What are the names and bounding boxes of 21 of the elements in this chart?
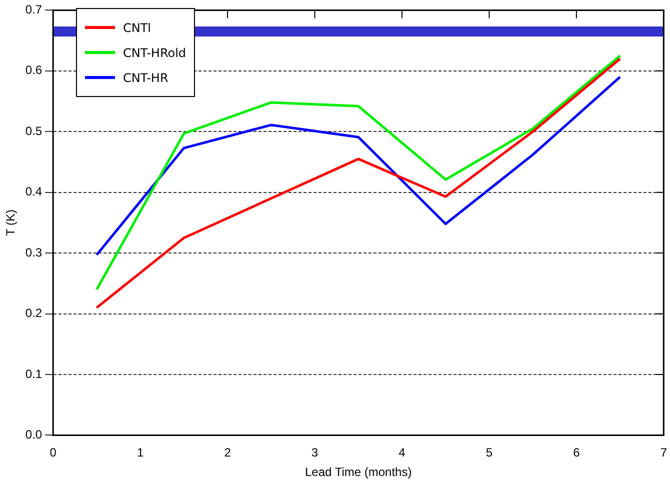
- x-tick-label: 0: [50, 446, 57, 460]
- y-tick-label: 0.4: [25, 184, 42, 199]
- x-tick-label: 2: [224, 446, 232, 460]
- x-tick-label: 6: [573, 446, 580, 460]
- y-tick-label: 0.2: [25, 306, 42, 320]
- y-tick-label: 0.3: [25, 245, 42, 260]
- y-tick-label: 0.0: [25, 428, 42, 442]
- legend-label: CNTl: [123, 20, 152, 34]
- y-tick-label: 0.1: [25, 366, 42, 381]
- legend-label: CNT-HRold: [123, 46, 186, 60]
- x-tick-label: 4: [398, 446, 406, 460]
- x-tick-label: 1: [136, 446, 144, 460]
- y-tick-label: 0.6: [25, 63, 42, 78]
- y-tick-label: 0.7: [25, 2, 42, 17]
- legend-label: CNT-HR: [123, 70, 168, 84]
- y-tick-label: 0.5: [25, 124, 42, 138]
- x-axis-title: Lead Time (months): [305, 465, 412, 480]
- y-axis-title: T (K): [4, 209, 18, 236]
- x-tick-label: 5: [486, 446, 493, 460]
- x-tick-label: 7: [660, 446, 668, 460]
- x-tick-label: 3: [311, 446, 318, 460]
